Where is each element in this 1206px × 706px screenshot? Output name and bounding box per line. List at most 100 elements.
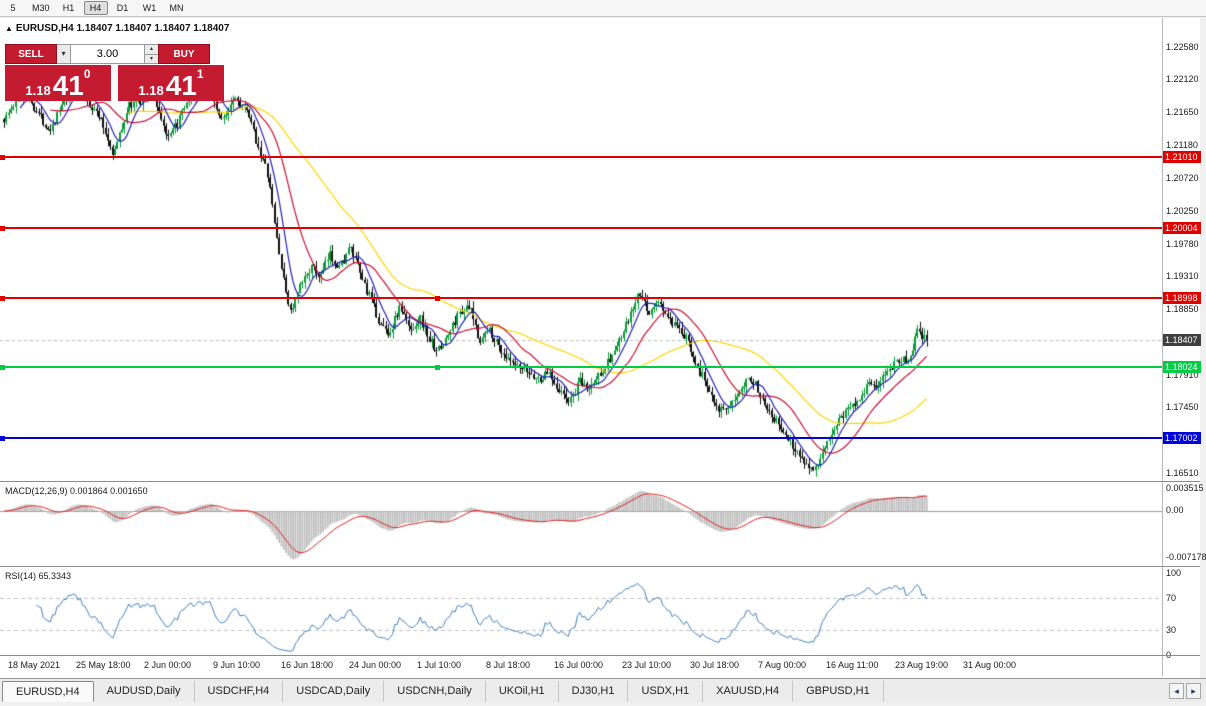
buy-price-display[interactable]: 1.18 41 1 [118, 65, 224, 101]
price-axis-tick: 1.17450 [1166, 402, 1199, 412]
macd-values: 0.001864 0.001650 [70, 486, 148, 496]
buy-price-prefix: 1.18 [138, 83, 164, 98]
horizontal-level-line[interactable] [0, 227, 1162, 229]
chart-tab-usdcad-daily[interactable]: USDCAD,Daily [283, 681, 385, 702]
line-handle[interactable] [0, 296, 5, 301]
rsi-indicator-label: RSI(14) 65.3343 [5, 571, 71, 581]
macd-name: MACD(12,26,9) [5, 486, 68, 496]
buy-price-point: 1 [196, 67, 204, 81]
time-axis-label: 23 Jul 10:00 [622, 660, 672, 670]
chart-symbol-period: EURUSD,H4 [15, 23, 74, 34]
chart-tab-usdcnh-daily[interactable]: USDCNH,Daily [384, 681, 486, 702]
line-handle[interactable] [0, 436, 5, 441]
sell-price-display[interactable]: 1.18 41 0 [5, 65, 111, 101]
price-level-badge[interactable]: 1.20004 [1163, 222, 1201, 234]
price-axis-tick: 1.21650 [1166, 107, 1199, 117]
sell-price-prefix: 1.18 [25, 83, 51, 98]
chart-tab-gbpusd-h1[interactable]: GBPUSD,H1 [793, 681, 884, 702]
volume-decrease-button[interactable]: ▾ [145, 55, 158, 64]
horizontal-level-line[interactable] [0, 156, 1162, 158]
time-axis-label: 2 Jun 00:00 [144, 660, 192, 670]
horizontal-level-line[interactable] [0, 366, 1162, 368]
horizontal-level-line[interactable] [0, 297, 1162, 299]
spin-up-icon: ▴ [149, 46, 153, 52]
horizontal-level-line[interactable] [0, 437, 1162, 439]
tab-scroll-left-button[interactable]: ◂ [1169, 683, 1184, 699]
sell-button[interactable]: SELL [5, 44, 57, 64]
timeframe-button-m30[interactable]: M30 [32, 3, 50, 13]
one-click-trading-panel: SELL ▾ ▴ ▾ BUY 1.18 41 0 1.18 41 1 [5, 44, 224, 101]
price-axis-tick: 1.20720 [1166, 173, 1199, 183]
chart-tab-audusd-daily[interactable]: AUDUSD,Daily [94, 681, 195, 702]
macd-axis-label: -0.007178 [1166, 552, 1206, 562]
price-level-badge[interactable]: 1.17002 [1163, 432, 1201, 444]
timeframe-button-h1[interactable]: H1 [62, 3, 75, 13]
macd-panel-canvas[interactable] [0, 482, 1162, 566]
rsi-value: 65.3343 [38, 571, 72, 581]
time-axis-label: 8 Jul 18:00 [486, 660, 531, 670]
price-axis-separator [1162, 18, 1163, 676]
time-axis-label: 1 Jul 10:00 [417, 660, 462, 670]
chart-tab-bar: EURUSD,H4 AUDUSD,Daily USDCHF,H4 USDCAD,Dai… [0, 678, 1206, 702]
timeframe-button-h4[interactable]: H4 [83, 1, 108, 15]
time-axis-label: 16 Aug 11:00 [826, 660, 879, 670]
rsi-panel-canvas[interactable] [0, 567, 1162, 655]
chart-tab-eurusd-h4[interactable]: EURUSD,H4 [2, 681, 94, 702]
price-axis-tick: 1.21180 [1166, 140, 1198, 150]
current-price-badge: 1.18407 [1163, 334, 1201, 346]
line-handle[interactable] [435, 296, 440, 301]
time-axis-label: 25 May 18:00 [76, 660, 131, 670]
time-axis-label: 16 Jul 00:00 [554, 660, 604, 670]
chart-tab-ukoil-h1[interactable]: UKOil,H1 [486, 681, 559, 702]
volume-input[interactable] [71, 44, 145, 64]
time-axis-label: 18 May 2021 [8, 660, 61, 670]
spin-down-icon: ▾ [149, 56, 153, 62]
rsi-axis-label: 100 [1166, 568, 1182, 578]
chart-tab-usdx-h1[interactable]: USDX,H1 [628, 681, 704, 702]
timeframe-button-w1[interactable]: W1 [142, 3, 157, 13]
sell-price-point: 0 [83, 67, 91, 81]
macd-indicator-label: MACD(12,26,9) 0.001864 0.001650 [5, 486, 148, 496]
collapse-panel-icon[interactable]: ▲ [5, 24, 13, 33]
time-axis-label: 16 Jun 18:00 [281, 660, 334, 670]
chart-tab-xauusd-h4[interactable]: XAUUSD,H4 [703, 681, 794, 702]
chart-tab-dj30-h1[interactable]: DJ30,H1 [559, 681, 629, 702]
timeframe-button-mn[interactable]: MN [169, 3, 184, 13]
panel-separator [0, 655, 1200, 656]
time-axis-label: 24 Jun 00:00 [349, 660, 402, 670]
time-axis-label: 7 Aug 00:00 [758, 660, 807, 670]
tab-scroll-right-button[interactable]: ▸ [1186, 683, 1201, 699]
price-axis-tick: 1.18850 [1166, 304, 1199, 314]
price-axis-tick: 1.20250 [1166, 206, 1199, 216]
volume-dropdown-button[interactable]: ▾ [57, 44, 71, 64]
panel-separator [0, 481, 1200, 482]
rsi-axis-label: 70 [1166, 593, 1177, 603]
price-axis-tick: 1.17910 [1166, 370, 1199, 380]
buy-button[interactable]: BUY [158, 44, 210, 64]
buy-price-pips: 41 [165, 70, 197, 101]
time-axis-label: 30 Jul 18:00 [690, 660, 740, 670]
panel-separator [0, 566, 1200, 567]
volume-increase-button[interactable]: ▴ [145, 45, 158, 55]
chart-title: ▲ EURUSD,H4 1.18407 1.18407 1.18407 1.184… [5, 23, 229, 34]
price-level-badge[interactable]: 1.18024 [1163, 361, 1201, 373]
time-axis-label: 9 Jun 10:00 [213, 660, 261, 670]
line-handle[interactable] [0, 226, 5, 231]
chart-tab-usdchf-h4[interactable]: USDCHF,H4 [195, 681, 284, 702]
timeframe-button-5[interactable]: 5 [10, 3, 16, 13]
line-handle[interactable] [435, 365, 440, 370]
timeframe-button-d1[interactable]: D1 [116, 3, 129, 13]
line-handle[interactable] [0, 365, 5, 370]
macd-axis-label: 0.00 [1166, 505, 1184, 515]
sell-price-pips: 41 [52, 70, 84, 101]
macd-axis-label: 0.003515 [1166, 483, 1204, 493]
price-level-badge[interactable]: 1.21010 [1163, 151, 1201, 163]
price-axis-tick: 1.22120 [1166, 74, 1199, 84]
line-handle[interactable] [0, 155, 5, 160]
rsi-name: RSI(14) [5, 571, 37, 581]
rsi-axis-label: 30 [1166, 625, 1177, 635]
price-axis-tick: 1.16510 [1166, 468, 1199, 478]
volume-stepper: ▴ ▾ [145, 44, 158, 64]
price-level-badge[interactable]: 1.18998 [1163, 292, 1201, 304]
